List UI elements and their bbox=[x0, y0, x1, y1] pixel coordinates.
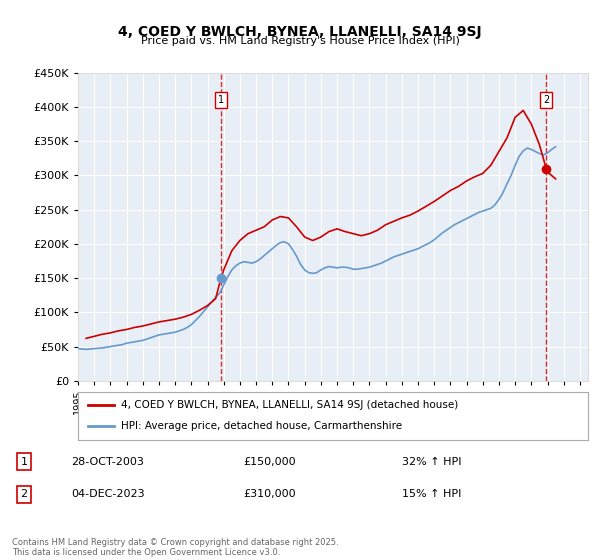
Text: 4, COED Y BWLCH, BYNEA, LLANELLI, SA14 9SJ (detached house): 4, COED Y BWLCH, BYNEA, LLANELLI, SA14 9… bbox=[121, 400, 458, 410]
Text: 15% ↑ HPI: 15% ↑ HPI bbox=[403, 489, 461, 500]
Text: 1: 1 bbox=[20, 457, 28, 467]
Text: £310,000: £310,000 bbox=[244, 489, 296, 500]
Text: 2: 2 bbox=[543, 95, 550, 105]
Text: 1: 1 bbox=[218, 95, 224, 105]
Text: 2: 2 bbox=[20, 489, 28, 500]
Text: 04-DEC-2023: 04-DEC-2023 bbox=[71, 489, 145, 500]
Text: 32% ↑ HPI: 32% ↑ HPI bbox=[402, 457, 462, 467]
Text: 28-OCT-2003: 28-OCT-2003 bbox=[71, 457, 145, 467]
Text: £150,000: £150,000 bbox=[244, 457, 296, 467]
Text: HPI: Average price, detached house, Carmarthenshire: HPI: Average price, detached house, Carm… bbox=[121, 421, 403, 431]
Text: 4, COED Y BWLCH, BYNEA, LLANELLI, SA14 9SJ: 4, COED Y BWLCH, BYNEA, LLANELLI, SA14 9… bbox=[118, 25, 482, 39]
Text: Price paid vs. HM Land Registry's House Price Index (HPI): Price paid vs. HM Land Registry's House … bbox=[140, 36, 460, 46]
Text: Contains HM Land Registry data © Crown copyright and database right 2025.
This d: Contains HM Land Registry data © Crown c… bbox=[12, 538, 338, 557]
